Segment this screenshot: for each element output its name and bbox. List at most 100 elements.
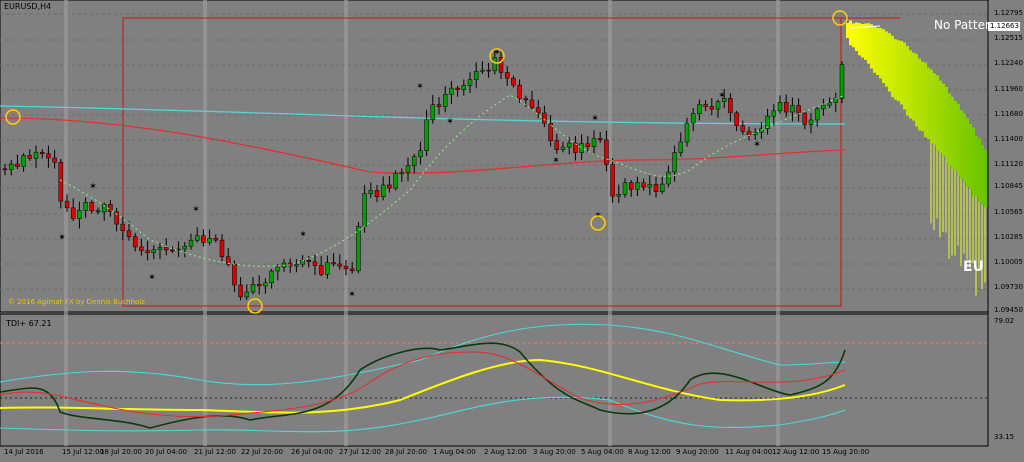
candle-body — [151, 249, 157, 254]
candle-body — [139, 246, 144, 251]
candle-body — [95, 210, 101, 213]
projection-bar — [912, 52, 915, 121]
candle-body — [170, 249, 175, 252]
projection-bar — [879, 27, 882, 79]
candle-body — [368, 190, 374, 194]
projection-bar — [918, 58, 921, 131]
fractal-marker: ✶ — [493, 48, 501, 58]
price-label: 1.11680 — [994, 110, 1023, 118]
candle-body — [232, 263, 237, 286]
candle-body — [814, 108, 820, 121]
projection-bar — [882, 29, 885, 83]
time-label: 27 Jul 12:00 — [339, 448, 381, 456]
projection-bar — [852, 23, 855, 48]
projection-bar — [858, 22, 861, 56]
candle-body — [325, 262, 330, 275]
candle-body — [709, 106, 715, 110]
candle-body — [287, 262, 293, 267]
candle-body — [585, 143, 591, 147]
projection-bar — [939, 80, 942, 154]
candle-body — [486, 69, 491, 72]
time-label: 5 Aug 04:00 — [581, 448, 624, 456]
candle-body — [306, 260, 312, 262]
projection-bar — [966, 118, 969, 188]
candle-body — [343, 265, 349, 270]
candle-body — [387, 184, 392, 189]
pivot-circle — [247, 298, 263, 314]
candle-body — [225, 256, 231, 265]
projection-bar — [888, 33, 891, 92]
candle-body — [783, 102, 789, 113]
candle-body — [201, 235, 206, 243]
projection-bar — [981, 145, 984, 205]
candle-body — [554, 140, 560, 150]
candle-body — [721, 98, 727, 102]
pattern-status-label: No Pattern — [934, 18, 998, 32]
candle-body — [641, 182, 646, 188]
candle-body — [238, 284, 243, 298]
main-pane-border — [0, 0, 989, 313]
fractal-marker: ✶ — [192, 205, 200, 215]
candle-body — [424, 119, 429, 151]
candle-body — [436, 104, 442, 107]
projection-bar — [930, 69, 933, 144]
projection-bar — [969, 124, 972, 189]
time-label: 15 Aug 20:00 — [822, 448, 870, 456]
candle-body — [405, 165, 411, 173]
fractal-marker: ✶ — [148, 273, 156, 283]
candle-body — [318, 265, 324, 275]
candle-body — [703, 104, 708, 107]
time-label: 9 Aug 20:00 — [676, 448, 719, 456]
candle-body — [58, 161, 64, 202]
candle-body — [548, 123, 553, 142]
candle-body — [517, 84, 522, 99]
candle-body — [89, 202, 95, 211]
candle-body — [529, 99, 535, 108]
tdi-lower-band — [0, 396, 846, 433]
price-label: 1.10285 — [994, 233, 1023, 241]
projection-bar — [897, 40, 900, 102]
indicator-pane-border — [0, 313, 989, 447]
candle-body — [145, 250, 150, 254]
candle-body — [808, 119, 814, 125]
candle-body — [790, 105, 795, 113]
candle-body — [467, 79, 473, 86]
price-label: 1.09730 — [994, 283, 1023, 291]
candle-body — [839, 64, 845, 99]
candle-body — [21, 155, 26, 167]
tdi-fast-line — [0, 351, 846, 418]
time-label: 15 Jul 12:00 — [62, 448, 104, 456]
candle-body — [83, 202, 88, 211]
candle-body — [715, 101, 721, 110]
time-label: 11 Aug 04:00 — [725, 448, 773, 456]
candle-body — [759, 128, 764, 133]
projection-bar — [870, 24, 873, 69]
projection-bar — [909, 50, 912, 119]
current-price-tag: 1.12663 — [988, 22, 1020, 31]
price-label: 1.11400 — [994, 135, 1023, 143]
candle-body — [740, 125, 746, 132]
projection-bar — [894, 39, 897, 100]
candle-body — [331, 262, 336, 265]
candle-body — [101, 204, 107, 213]
price-label: 1.10845 — [994, 182, 1023, 190]
candle-body — [647, 184, 653, 188]
candle-body — [535, 107, 541, 114]
candle-body — [418, 150, 423, 158]
time-label: 18 Jul 20:00 — [100, 448, 142, 456]
symbol-label: EURUSD,H4 — [4, 2, 52, 11]
candle-body — [114, 211, 119, 225]
candle-body — [591, 138, 597, 147]
candle-body — [356, 226, 361, 272]
candle-body — [263, 282, 268, 287]
candle-body — [573, 142, 578, 153]
candle-body — [802, 112, 808, 125]
candle-body — [461, 85, 467, 90]
candle-body — [511, 77, 516, 86]
candle-body — [597, 138, 603, 141]
candle-body — [449, 87, 454, 95]
candle-body — [294, 264, 299, 267]
candle-body — [777, 102, 783, 112]
indicator-title: TDI+ 67.21 — [6, 319, 52, 328]
